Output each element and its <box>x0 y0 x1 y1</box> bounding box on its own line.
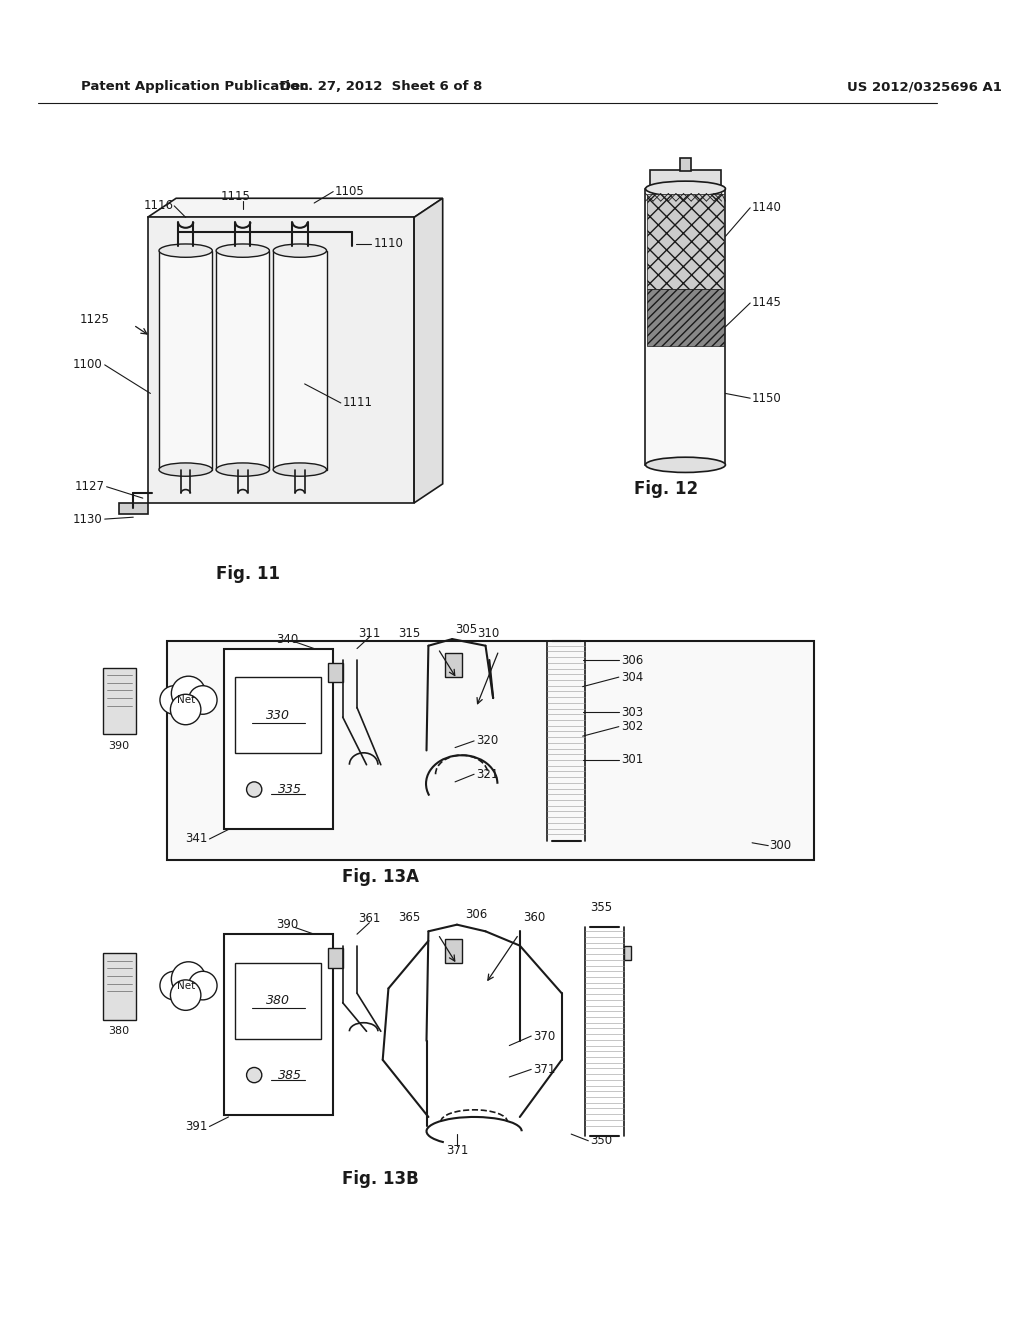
Text: 370: 370 <box>534 1030 555 1043</box>
Text: 1125: 1125 <box>80 313 110 326</box>
Text: 1145: 1145 <box>752 297 782 309</box>
Ellipse shape <box>216 463 269 477</box>
Text: 371: 371 <box>445 1144 468 1156</box>
Bar <box>444 653 462 677</box>
Bar <box>444 939 462 962</box>
Circle shape <box>170 694 201 725</box>
Ellipse shape <box>216 244 269 257</box>
Text: 304: 304 <box>621 671 643 684</box>
Text: 390: 390 <box>109 741 130 751</box>
Text: 365: 365 <box>398 911 421 924</box>
Text: 391: 391 <box>185 1119 208 1133</box>
Bar <box>147 218 414 503</box>
Text: 1127: 1127 <box>75 480 104 494</box>
Bar <box>329 663 343 682</box>
Text: 385: 385 <box>279 1069 302 1081</box>
Polygon shape <box>414 198 442 503</box>
Bar <box>273 251 327 470</box>
Text: 305: 305 <box>456 623 477 636</box>
Text: 1140: 1140 <box>752 201 782 214</box>
Text: 1111: 1111 <box>343 396 373 409</box>
Bar <box>223 935 333 1115</box>
Circle shape <box>188 972 217 999</box>
Bar <box>650 170 721 189</box>
Bar <box>647 289 724 346</box>
Bar <box>624 945 631 960</box>
Circle shape <box>171 962 206 997</box>
Bar <box>645 189 725 465</box>
Text: 355: 355 <box>590 902 612 913</box>
Ellipse shape <box>273 463 327 477</box>
Bar <box>102 953 136 1020</box>
Ellipse shape <box>159 463 212 477</box>
Circle shape <box>188 685 217 714</box>
Text: 361: 361 <box>358 912 381 925</box>
Text: 1116: 1116 <box>143 199 173 213</box>
Polygon shape <box>147 198 442 218</box>
Text: 371: 371 <box>534 1063 555 1076</box>
Text: 360: 360 <box>523 911 546 924</box>
Bar <box>159 251 212 470</box>
Text: 1115: 1115 <box>221 190 251 203</box>
Ellipse shape <box>159 244 212 257</box>
Circle shape <box>160 972 188 999</box>
Text: Patent Application Publication: Patent Application Publication <box>81 81 308 94</box>
Circle shape <box>170 979 201 1010</box>
Text: 1105: 1105 <box>335 185 365 198</box>
Text: 1100: 1100 <box>73 358 102 371</box>
Text: 302: 302 <box>621 721 643 733</box>
Text: 306: 306 <box>465 908 487 920</box>
Bar <box>647 194 724 289</box>
Circle shape <box>160 685 188 714</box>
Text: Net: Net <box>177 981 196 990</box>
Text: 320: 320 <box>476 734 499 747</box>
Text: 340: 340 <box>276 632 299 645</box>
Bar <box>216 251 269 470</box>
Text: 306: 306 <box>621 653 643 667</box>
Text: 380: 380 <box>109 1026 130 1036</box>
Bar <box>223 648 333 829</box>
Ellipse shape <box>645 457 725 473</box>
Circle shape <box>247 781 262 797</box>
Text: 310: 310 <box>477 627 500 640</box>
Bar <box>102 668 136 734</box>
Circle shape <box>247 1068 262 1082</box>
Ellipse shape <box>645 181 725 197</box>
Text: 350: 350 <box>590 1134 612 1147</box>
Text: 335: 335 <box>279 783 302 796</box>
Text: 380: 380 <box>266 994 290 1007</box>
Text: 301: 301 <box>621 754 643 767</box>
Bar <box>680 158 691 170</box>
Circle shape <box>171 676 206 710</box>
Text: 321: 321 <box>476 768 499 780</box>
Text: 300: 300 <box>769 840 792 853</box>
Bar <box>236 962 321 1039</box>
Bar <box>329 949 343 968</box>
Text: 1130: 1130 <box>73 512 102 525</box>
Text: 330: 330 <box>266 709 290 722</box>
Text: Fig. 13A: Fig. 13A <box>342 869 419 886</box>
Bar <box>167 642 814 859</box>
Text: 311: 311 <box>358 627 381 640</box>
Text: US 2012/0325696 A1: US 2012/0325696 A1 <box>847 81 1002 94</box>
Text: 1110: 1110 <box>373 238 403 251</box>
Text: 315: 315 <box>398 627 421 640</box>
Bar <box>236 677 321 754</box>
Text: 341: 341 <box>185 833 208 846</box>
Text: Fig. 12: Fig. 12 <box>634 479 698 498</box>
Text: 303: 303 <box>621 706 643 719</box>
Text: Dec. 27, 2012  Sheet 6 of 8: Dec. 27, 2012 Sheet 6 of 8 <box>280 81 482 94</box>
Text: Net: Net <box>177 696 196 705</box>
Ellipse shape <box>273 244 327 257</box>
Text: Fig. 13B: Fig. 13B <box>342 1170 419 1188</box>
Text: Fig. 11: Fig. 11 <box>215 565 280 583</box>
Text: 1150: 1150 <box>752 392 782 405</box>
Bar <box>119 503 147 515</box>
Text: 390: 390 <box>276 919 299 931</box>
